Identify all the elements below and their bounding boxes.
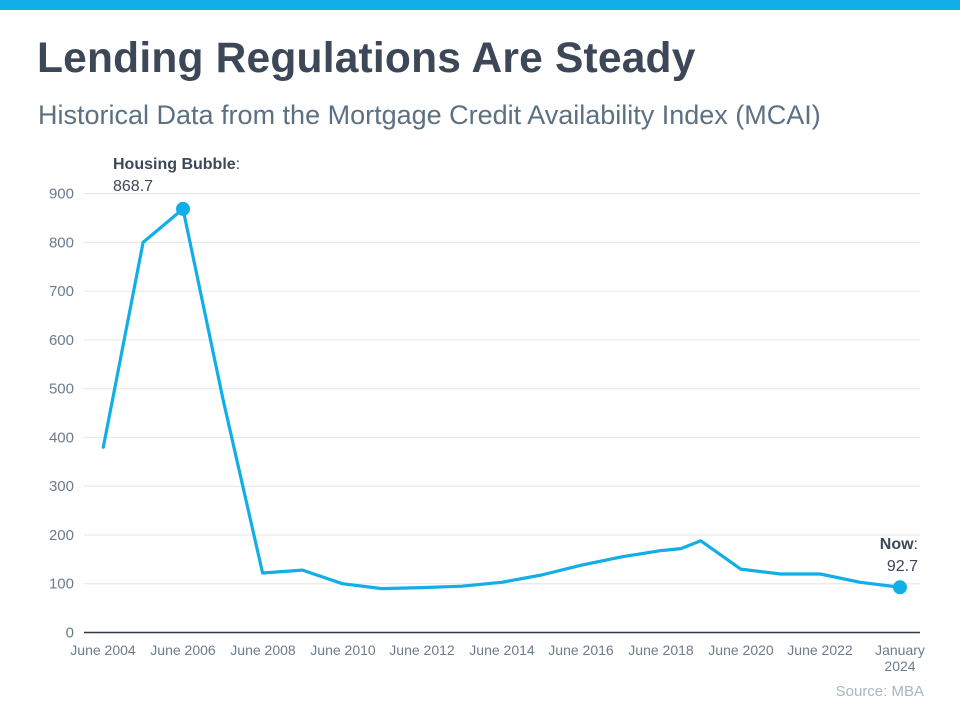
- svg-text:June 2016: June 2016: [548, 642, 614, 658]
- svg-text:400: 400: [49, 429, 74, 446]
- svg-text:Housing Bubble:: Housing Bubble:: [113, 156, 240, 173]
- svg-text:700: 700: [49, 283, 74, 300]
- svg-text:0: 0: [66, 625, 74, 642]
- svg-text:June 2020: June 2020: [708, 642, 774, 658]
- svg-text:900: 900: [49, 186, 74, 203]
- svg-text:868.7: 868.7: [113, 178, 153, 195]
- svg-text:June 2010: June 2010: [310, 642, 376, 658]
- svg-text:300: 300: [49, 478, 74, 495]
- svg-text:June 2008: June 2008: [230, 642, 296, 658]
- svg-text:June 2014: June 2014: [469, 642, 535, 658]
- svg-text:June 2022: June 2022: [787, 642, 853, 658]
- svg-text:800: 800: [49, 234, 74, 251]
- svg-text:500: 500: [49, 381, 74, 398]
- svg-text:January: January: [875, 642, 925, 658]
- svg-text:2024: 2024: [884, 658, 915, 674]
- svg-text:June 2006: June 2006: [150, 642, 216, 658]
- svg-text:June 2018: June 2018: [628, 642, 694, 658]
- svg-text:600: 600: [49, 332, 74, 349]
- svg-text:92.7: 92.7: [887, 558, 918, 575]
- svg-text:Now:: Now:: [880, 536, 918, 553]
- svg-text:June 2012: June 2012: [389, 642, 455, 658]
- svg-text:100: 100: [49, 576, 74, 593]
- svg-text:200: 200: [49, 527, 74, 544]
- svg-text:June 2004: June 2004: [70, 642, 136, 658]
